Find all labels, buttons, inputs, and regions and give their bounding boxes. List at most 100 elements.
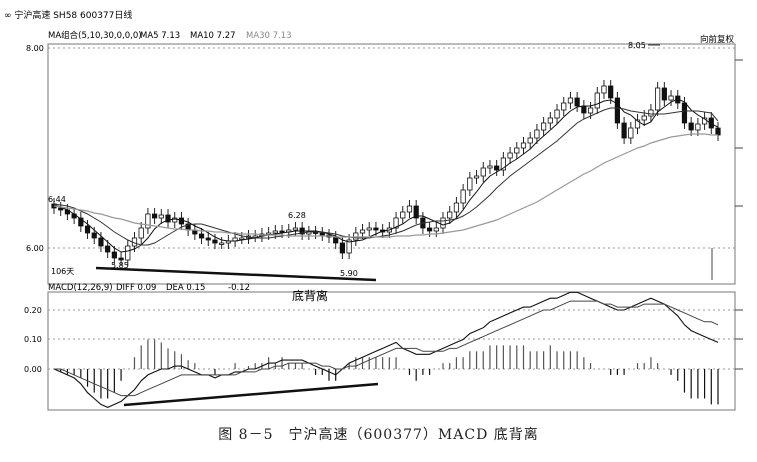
ma30-line — [53, 133, 718, 238]
candle-down — [58, 207, 64, 211]
candle-up — [393, 217, 399, 229]
candle-down — [581, 105, 587, 114]
candle-up — [158, 214, 164, 219]
candle-down — [152, 213, 158, 219]
candle-up — [514, 147, 520, 154]
price-label-600: 6.00 — [26, 244, 44, 253]
candle-down — [339, 242, 346, 254]
candle-down — [681, 102, 688, 124]
candle-up — [487, 165, 493, 169]
candle-down — [708, 117, 714, 129]
candles-group — [51, 80, 721, 266]
candle-up — [541, 122, 547, 131]
candle-up — [634, 119, 641, 129]
macd-label-000: 0.00 — [24, 365, 42, 374]
macd-bars-group — [60, 339, 719, 405]
candle-up — [641, 115, 647, 121]
peak-annotation: 8.05 — [628, 41, 646, 50]
candle-up — [467, 177, 473, 191]
macd-lines-group — [53, 291, 719, 409]
macd-divergence-line — [123, 382, 379, 407]
candle-down — [212, 239, 218, 244]
macd-diff-label: DIFF 0.09 — [116, 283, 156, 293]
candle-up — [480, 167, 486, 177]
candle-up — [500, 157, 506, 171]
diff-line — [53, 291, 719, 409]
macd-label-010: 0.10 — [24, 335, 42, 344]
ma-config-label: MA组合(5,10,30,0,0,0) — [48, 30, 142, 41]
candle-up — [648, 109, 654, 117]
candle-up — [219, 242, 225, 245]
candle-down — [118, 257, 124, 261]
candle-up — [433, 227, 439, 232]
candle-up — [406, 205, 413, 213]
ma5-label: MA5 7.13 — [140, 31, 180, 41]
candle-up — [138, 227, 144, 239]
candle-down — [426, 227, 433, 232]
low2-annotation: 5.90 — [340, 269, 358, 278]
price-adjust-label: 向前复权 — [700, 34, 735, 45]
candle-down — [91, 232, 97, 239]
candle-up — [460, 189, 466, 204]
candle-up — [346, 239, 352, 254]
divergence-annotation: 底背离 — [292, 288, 328, 303]
candle-up — [601, 85, 607, 94]
candle-up — [695, 123, 701, 131]
candle-down — [373, 227, 379, 231]
candle-up — [587, 107, 594, 114]
candle-down — [105, 245, 111, 253]
candle-down — [715, 127, 721, 136]
macd-label-020: 0.20 — [24, 306, 42, 315]
candle-down — [494, 165, 500, 171]
price-panel-frame — [47, 43, 736, 285]
ma-lines-group — [53, 98, 719, 253]
candle-up — [547, 117, 553, 124]
candle-down — [165, 214, 171, 223]
macd-dea-label: DEA 0.15 — [166, 283, 205, 293]
candle-up — [527, 137, 533, 144]
candle-up — [125, 245, 131, 261]
low1-annotation: 5.85 — [111, 261, 129, 270]
candle-up — [507, 152, 513, 159]
candle-down — [614, 97, 620, 124]
candle-down — [111, 251, 117, 259]
candle-up — [145, 213, 151, 229]
candle-up — [272, 230, 278, 234]
candle-down — [661, 87, 667, 101]
ma30-label: MA30 7.13 — [246, 31, 292, 41]
candle-down — [78, 217, 84, 227]
candle-up — [554, 109, 560, 119]
dea-line — [54, 300, 719, 397]
macd-panel-frame — [47, 291, 736, 411]
candle-down — [574, 97, 580, 107]
candle-up — [534, 129, 540, 139]
price-divergence-line — [95, 266, 377, 282]
candle-up — [561, 102, 567, 111]
start-price-annotation: 6.44 — [48, 195, 66, 204]
candle-up — [473, 175, 480, 179]
candle-up — [292, 227, 299, 231]
candle-up — [172, 217, 178, 223]
period-label: 106天 — [51, 267, 74, 276]
candle-up — [628, 127, 634, 139]
price-label-800: 8.00 — [26, 44, 44, 53]
candle-down — [333, 236, 339, 244]
candle-down — [198, 233, 205, 239]
ma10-line — [53, 107, 719, 246]
candle-up — [359, 229, 366, 234]
candle-down — [84, 225, 91, 234]
candle-up — [453, 202, 460, 213]
candle-up — [366, 227, 372, 231]
candle-up — [567, 97, 574, 104]
candle-up — [668, 95, 674, 101]
candle-up — [400, 211, 406, 219]
candle-up — [447, 211, 453, 219]
figure-caption: 图 8－5 宁沪高速（600377）MACD 底背离 — [218, 427, 539, 443]
candle-down — [178, 217, 185, 225]
candle-down — [98, 237, 104, 247]
candle-down — [688, 122, 694, 131]
macd-name: MACD(12,26,9) — [48, 283, 113, 293]
candle-up — [655, 87, 661, 111]
ma5-line — [53, 98, 719, 253]
